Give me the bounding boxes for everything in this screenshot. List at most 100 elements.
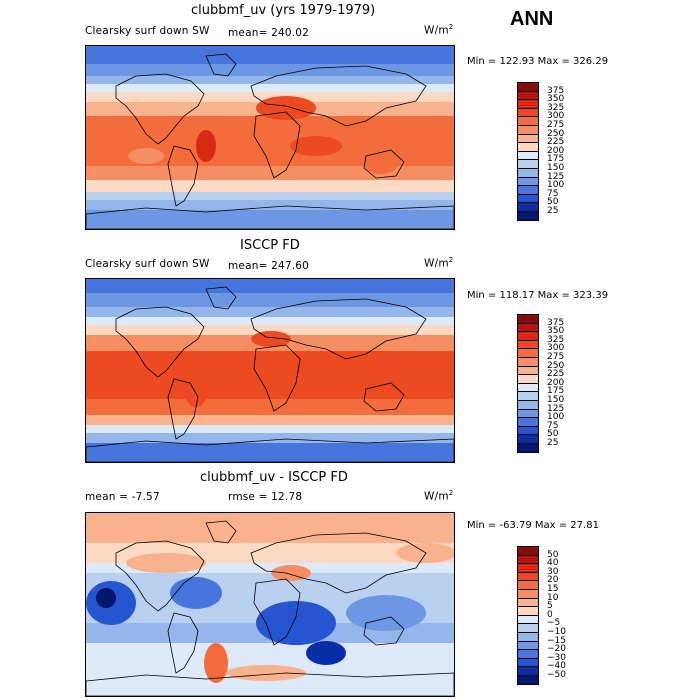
field-band <box>86 325 454 335</box>
field-band <box>86 425 454 433</box>
field-blob <box>396 543 454 563</box>
coastline <box>363 616 405 646</box>
field-blob <box>96 588 116 608</box>
field-band <box>86 180 454 192</box>
colorbar-tick-label: 50 <box>547 197 559 208</box>
colorbar-tick-label: 325 <box>547 102 565 113</box>
field-band <box>86 279 454 293</box>
colorbar-tick-label: 20 <box>547 575 559 586</box>
field-band <box>86 192 454 200</box>
colorbar-tick-label: 0 <box>547 609 553 620</box>
coastline <box>253 578 301 646</box>
units-text: W/m <box>424 490 449 503</box>
colorbar-tick-label: 275 <box>547 120 565 130</box>
colorbar-tick-label: −30 <box>547 652 566 663</box>
field-blob <box>128 148 164 164</box>
field-blob <box>365 158 397 174</box>
coastline <box>167 612 199 674</box>
field-band <box>86 513 454 543</box>
colorbar-tick-label: −40 <box>547 661 566 672</box>
colorbar-tick-label: 325 <box>547 334 565 345</box>
coastline <box>205 520 237 544</box>
coastline <box>363 149 405 179</box>
units-label: W/m2 <box>424 256 453 270</box>
field-blob <box>184 371 208 407</box>
field-band <box>86 293 454 307</box>
colorbar-tick-label: 10 <box>547 592 559 603</box>
field-blob <box>346 595 426 631</box>
field-band <box>86 415 454 425</box>
field-band <box>86 399 454 415</box>
map-panel-diff <box>85 512 455 697</box>
units-sup: 2 <box>448 256 454 264</box>
coastline <box>253 344 301 412</box>
coastline <box>86 438 454 462</box>
colorbar-tick-label: 15 <box>547 584 559 594</box>
colorbar-tick-label: 50 <box>547 549 559 560</box>
colorbar-tick-label: 40 <box>547 558 559 569</box>
colorbar-swatch <box>517 675 539 685</box>
coastline <box>167 145 199 207</box>
mean-label: mean= 240.02 <box>228 27 310 39</box>
field-blob <box>170 577 222 609</box>
minmax-label: Min = 122.93 Max = 326.29 <box>467 56 609 67</box>
field-blob <box>251 331 291 347</box>
field-band <box>86 166 454 180</box>
mean-label: mean = -7.57 <box>85 491 160 503</box>
units-sup: 2 <box>448 23 454 31</box>
field-band <box>86 643 454 663</box>
colorbar-tick-label: 175 <box>547 154 565 165</box>
field-band <box>86 76 454 84</box>
coastline <box>363 382 405 412</box>
colorbar-tick-label: 200 <box>547 377 565 388</box>
field-blob <box>256 601 336 645</box>
field-blob <box>271 565 311 581</box>
colorbar-tick-label: 350 <box>547 326 565 337</box>
coastline <box>167 378 199 440</box>
colorbar-tick-label: 150 <box>547 163 565 173</box>
colorbar-tick-label: 50 <box>547 429 559 440</box>
field-band <box>86 200 454 210</box>
minmax-label: Min = 118.17 Max = 323.39 <box>467 290 609 301</box>
units-label: W/m2 <box>424 23 453 37</box>
rmse-label: rmse = 12.78 <box>228 491 303 503</box>
coastline <box>115 540 205 612</box>
colorbar-tick-label: −15 <box>547 635 566 646</box>
panel-title: clubbmf_uv - ISCCP FD <box>200 470 348 485</box>
variable-label: Clearsky surf down SW <box>85 25 210 37</box>
mean-label: mean= 247.60 <box>228 260 310 272</box>
field-blob <box>306 641 346 665</box>
coastline <box>205 53 237 77</box>
colorbar-tick-label: −20 <box>547 644 566 655</box>
field-blob <box>256 96 316 120</box>
field-band <box>86 64 454 76</box>
units-label: W/m2 <box>424 489 453 503</box>
season-label: ANN <box>510 8 554 30</box>
field-band <box>86 307 454 317</box>
colorbar-tick-label: 250 <box>547 128 565 139</box>
map-canvas <box>86 279 454 462</box>
field-blob <box>136 376 176 392</box>
colorbar-tick-label: 200 <box>547 145 565 156</box>
colorbar-tick-label: 275 <box>547 352 565 362</box>
field-blob <box>346 364 406 384</box>
field-band <box>86 84 454 92</box>
colorbar-tick-label: 100 <box>547 412 565 423</box>
coastline <box>115 73 205 145</box>
coastline <box>205 286 237 310</box>
field-band <box>86 443 454 462</box>
units-text: W/m <box>424 24 449 37</box>
panel-title: ISCCP FD <box>240 238 300 253</box>
field-blob <box>196 130 216 162</box>
map-panel-obs <box>85 278 455 463</box>
colorbar-tick-label: 375 <box>547 85 565 96</box>
coastline <box>86 672 454 696</box>
coastline <box>253 111 301 179</box>
colorbar-tick-label: 250 <box>547 360 565 371</box>
field-band <box>86 210 454 229</box>
field-blob <box>290 136 342 156</box>
field-band <box>86 433 454 443</box>
colorbar-tick-label: 175 <box>547 386 565 397</box>
colorbar-tick-label: 25 <box>547 206 559 216</box>
coastline <box>250 532 427 594</box>
